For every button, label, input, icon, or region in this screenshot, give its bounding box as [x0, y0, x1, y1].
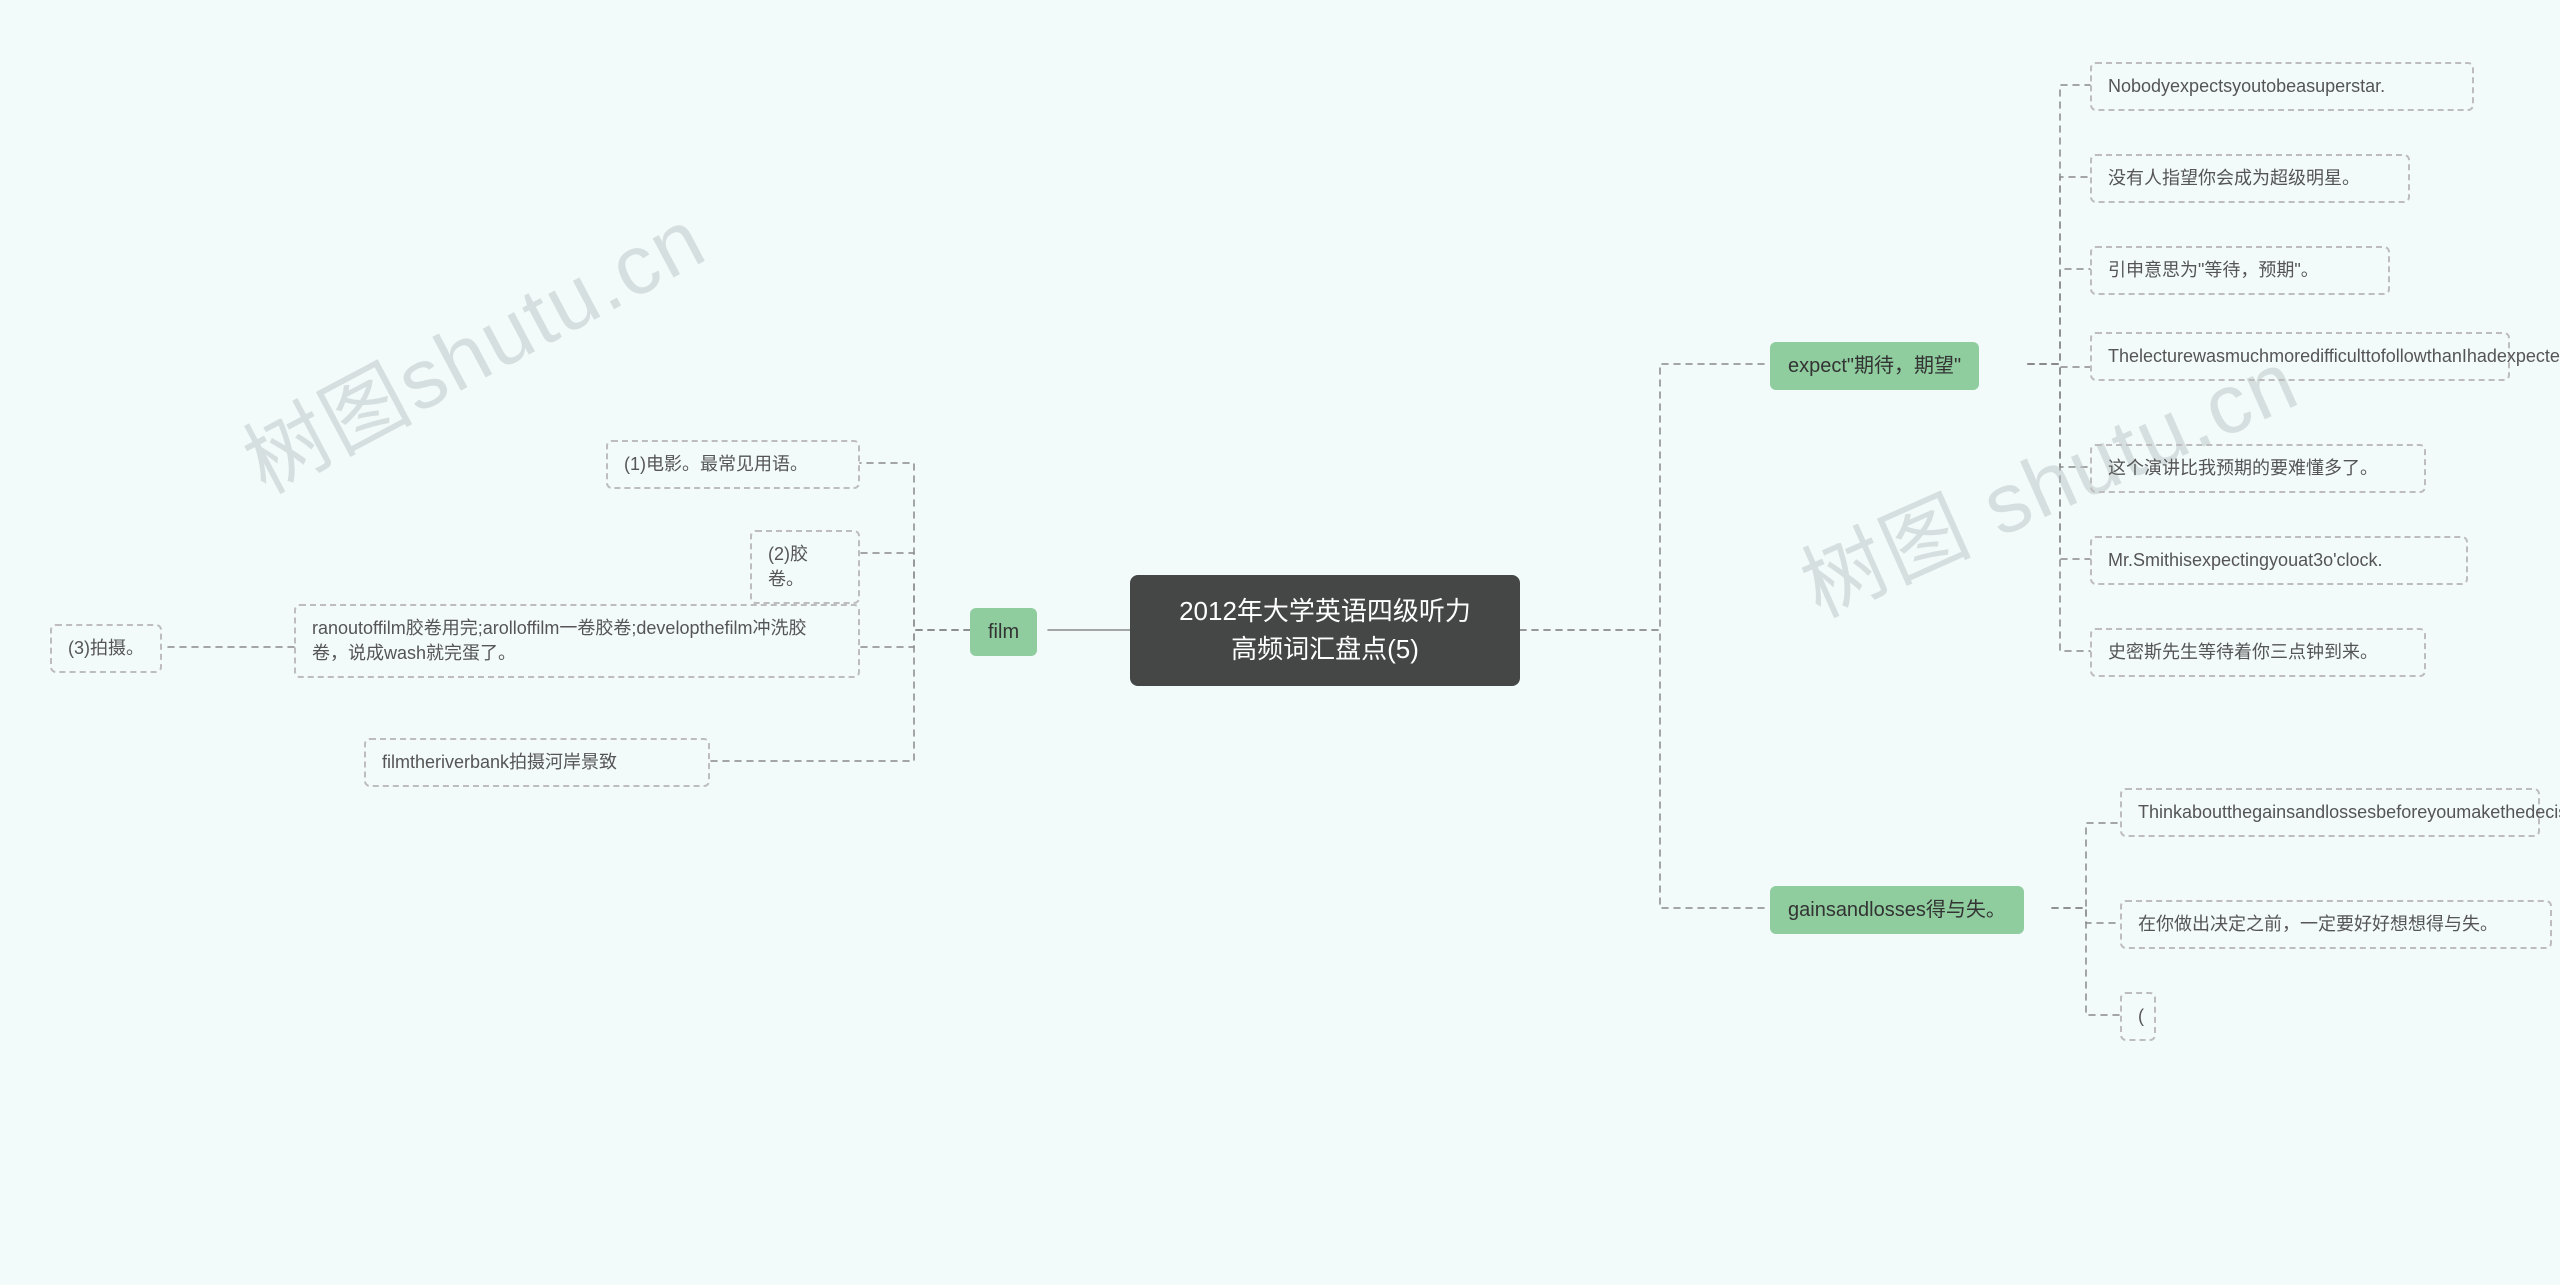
root-node[interactable]: 2012年大学英语四级听力 高频词汇盘点(5) [1130, 575, 1520, 686]
leaf-text: (3)拍摄。 [68, 638, 144, 658]
leaf-gains-2[interactable]: 在你做出决定之前，一定要好好想想得与失。 [2120, 900, 2552, 949]
leaf-film-3[interactable]: ranoutoffilm胶卷用完;arolloffilm一卷胶卷;develop… [294, 604, 860, 678]
branch-film-label: film [988, 621, 1019, 643]
leaf-text: Mr.Smithisexpectingyouat3o'clock. [2108, 550, 2383, 570]
leaf-text: 在你做出决定之前，一定要好好想想得与失。 [2138, 914, 2498, 934]
leaf-text: Thinkaboutthegainsandlossesbeforeyoumake… [2138, 802, 2560, 822]
branch-film[interactable]: film [970, 608, 1037, 656]
leaf-text: 史密斯先生等待着你三点钟到来。 [2108, 642, 2378, 662]
branch-expect[interactable]: expect"期待，期望" [1770, 342, 1979, 390]
leaf-text: (1)电影。最常见用语。 [624, 454, 808, 474]
leaf-expect-4[interactable]: Thelecturewasmuchmoredifficulttofollowth… [2090, 332, 2510, 381]
leaf-expect-3[interactable]: 引申意思为"等待，预期"。 [2090, 246, 2390, 295]
leaf-expect-7[interactable]: 史密斯先生等待着你三点钟到来。 [2090, 628, 2426, 677]
leaf-text: (2)胶卷。 [768, 544, 808, 589]
branch-expect-label: expect"期待，期望" [1788, 355, 1961, 377]
leaf-expect-6[interactable]: Mr.Smithisexpectingyouat3o'clock. [2090, 536, 2468, 585]
leaf-film-4[interactable]: filmtheriverbank拍摄河岸景致 [364, 738, 710, 787]
leaf-expect-1[interactable]: Nobodyexpectsyoutobeasuperstar. [2090, 62, 2474, 111]
leaf-text: ( [2138, 1006, 2144, 1026]
leaf-text: ranoutoffilm胶卷用完;arolloffilm一卷胶卷;develop… [312, 618, 806, 663]
leaf-gains-1[interactable]: Thinkaboutthegainsandlossesbeforeyoumake… [2120, 788, 2540, 837]
branch-gains[interactable]: gainsandlosses得与失。 [1770, 886, 2024, 934]
leaf-text: Thelecturewasmuchmoredifficulttofollowth… [2108, 346, 2560, 366]
root-line1: 2012年大学英语四级听力 [1158, 593, 1492, 631]
leaf-expect-5[interactable]: 这个演讲比我预期的要难懂多了。 [2090, 444, 2426, 493]
leaf-film-2[interactable]: (2)胶卷。 [750, 530, 860, 604]
leaf-expect-2[interactable]: 没有人指望你会成为超级明星。 [2090, 154, 2410, 203]
root-line2: 高频词汇盘点(5) [1158, 631, 1492, 669]
leaf-film-1[interactable]: (1)电影。最常见用语。 [606, 440, 860, 489]
leaf-text: Nobodyexpectsyoutobeasuperstar. [2108, 76, 2385, 96]
leaf-text: 这个演讲比我预期的要难懂多了。 [2108, 458, 2378, 478]
leaf-text: 引申意思为"等待，预期"。 [2108, 260, 2319, 280]
branch-gains-label: gainsandlosses得与失。 [1788, 899, 2006, 921]
leaf-gains-3[interactable]: ( [2120, 992, 2156, 1041]
leaf-text: filmtheriverbank拍摄河岸景致 [382, 752, 617, 772]
leaf-film-3-child[interactable]: (3)拍摄。 [50, 624, 162, 673]
leaf-text: 没有人指望你会成为超级明星。 [2108, 168, 2360, 188]
